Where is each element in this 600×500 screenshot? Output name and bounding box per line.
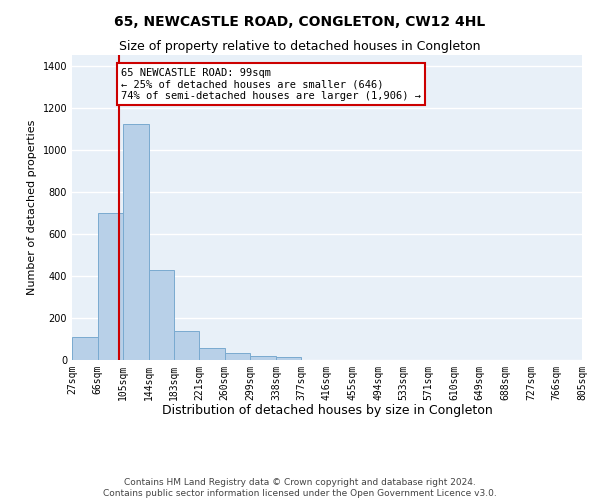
Bar <box>276 357 301 360</box>
Bar <box>123 124 149 360</box>
Bar <box>72 337 98 360</box>
Bar <box>250 356 276 360</box>
Text: 65, NEWCASTLE ROAD, CONGLETON, CW12 4HL: 65, NEWCASTLE ROAD, CONGLETON, CW12 4HL <box>115 15 485 29</box>
X-axis label: Distribution of detached houses by size in Congleton: Distribution of detached houses by size … <box>161 404 493 417</box>
Text: Contains HM Land Registry data © Crown copyright and database right 2024.
Contai: Contains HM Land Registry data © Crown c… <box>103 478 497 498</box>
Bar <box>98 213 123 360</box>
Text: Size of property relative to detached houses in Congleton: Size of property relative to detached ho… <box>119 40 481 53</box>
Bar <box>199 348 225 360</box>
Bar <box>149 270 174 360</box>
Bar <box>174 330 199 360</box>
Bar <box>225 352 250 360</box>
Y-axis label: Number of detached properties: Number of detached properties <box>27 120 37 295</box>
Text: 65 NEWCASTLE ROAD: 99sqm
← 25% of detached houses are smaller (646)
74% of semi-: 65 NEWCASTLE ROAD: 99sqm ← 25% of detach… <box>121 68 421 101</box>
